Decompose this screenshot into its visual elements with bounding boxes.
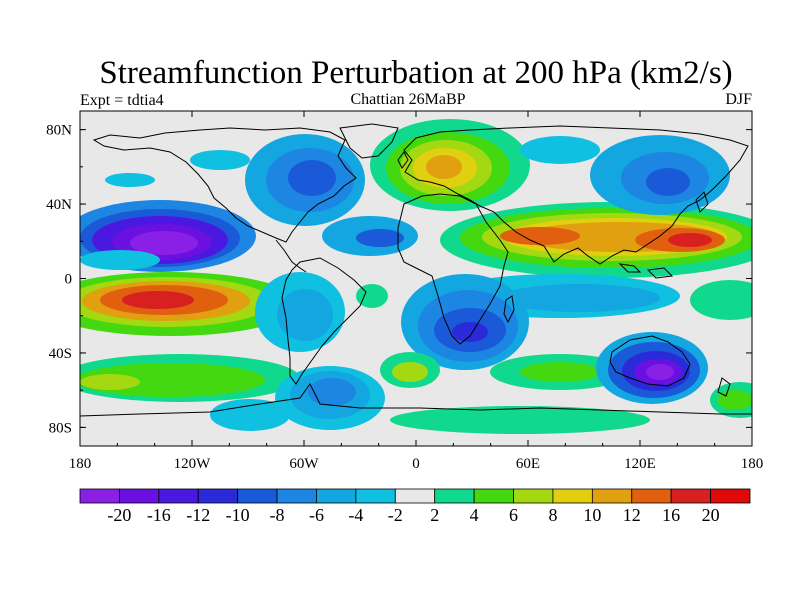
colorbar-swatch	[394, 488, 436, 504]
lon-tick-label: 120E	[624, 456, 656, 472]
colorbar-swatch	[473, 488, 514, 504]
southeast-asia-islands	[618, 263, 674, 279]
colorbar-label: -10	[226, 505, 250, 525]
lon-tick-label: 60E	[516, 456, 540, 472]
colorbar-label: -16	[147, 505, 171, 525]
colorbar-label: 8	[548, 505, 557, 525]
lat-tick-label: 80S	[49, 420, 72, 436]
period-label: Chattian 26MaBP	[350, 91, 465, 108]
colorbar-swatch	[197, 488, 239, 504]
japan-coast	[695, 191, 709, 213]
colorbar-label: -2	[388, 505, 403, 525]
latitude-axis: 80N 40N 0 40S 80S	[46, 123, 752, 436]
siberia-low	[520, 136, 600, 164]
colorbar-label: -6	[309, 505, 324, 525]
lat-tick-label: 40N	[46, 197, 72, 213]
colorbar-label: -4	[348, 505, 363, 525]
lat-tick-label: 80N	[46, 123, 72, 139]
southern-africa-low	[401, 274, 529, 370]
lon-tick-label: 180	[69, 456, 92, 472]
colorbar-label: 4	[470, 505, 479, 525]
colorbar: -20 -16 -12 -10 -8 -6 -4 -2 2 4 6 8 10 12 16 20	[79, 488, 751, 525]
drake-passage-low	[210, 399, 290, 431]
madagascar-coast	[503, 295, 515, 324]
north-america-coast	[92, 127, 357, 243]
colorbar-swatch	[316, 488, 357, 504]
alaska-low	[190, 150, 250, 170]
southeast-pacific-high	[80, 354, 300, 402]
lat-tick-label: 40S	[49, 346, 72, 362]
map-title: Streamfunction Perturbation at 200 hPa (…	[99, 55, 732, 91]
coastlines	[80, 123, 752, 417]
africa-coast	[397, 193, 509, 345]
colorbar-swatch	[552, 488, 593, 504]
central-america-coast	[275, 239, 307, 273]
lon-tick-label: 0	[412, 456, 420, 472]
colorbar-swatch	[670, 488, 711, 504]
colorbar-swatch	[513, 488, 554, 504]
new-zealand-coast	[717, 377, 731, 397]
eurasia-coast	[403, 125, 749, 265]
southern-ocean-high	[390, 406, 650, 434]
colorbar-label: 12	[623, 505, 641, 525]
aleutian-low	[105, 173, 155, 187]
antarctica-coast	[80, 383, 752, 417]
colorbar-label: -20	[107, 505, 131, 525]
colorbar-label: 16	[662, 505, 680, 525]
europe-high	[370, 119, 530, 211]
british-isles-coast	[397, 151, 409, 169]
longitude-axis: 180 120W 60W 0 60E 120E 180	[69, 111, 764, 472]
eurasian-high-belt	[440, 202, 752, 278]
colorbar-label: 10	[583, 505, 601, 525]
colorbar-swatch	[119, 488, 160, 504]
colorbar-label: -8	[270, 505, 285, 525]
colorbar-label: 20	[702, 505, 720, 525]
colorbar-swatch	[158, 488, 199, 504]
colorbar-swatch	[631, 488, 672, 504]
south-atlantic-high	[380, 352, 440, 388]
season-label: DJF	[725, 91, 752, 108]
australia-coast	[609, 335, 691, 387]
colorbar-label: -12	[186, 505, 210, 525]
lon-tick-label: 60W	[289, 456, 319, 472]
colorbar-swatch	[276, 488, 317, 504]
northeast-asia-low	[590, 135, 730, 215]
experiment-label: Expt = tdtia4	[80, 92, 164, 109]
colorbar-swatch	[237, 488, 278, 504]
colorbar-swatch	[591, 488, 633, 504]
south-pacific-high	[80, 272, 300, 336]
contour-fields	[80, 119, 752, 434]
australia-low	[596, 332, 708, 404]
greenland-coast	[339, 123, 399, 159]
lon-tick-label: 180	[741, 456, 764, 472]
colorbar-label: 6	[509, 505, 518, 525]
colorbar-label: 2	[430, 505, 439, 525]
colorbar-swatch	[434, 488, 475, 504]
lon-tick-label: 120W	[174, 456, 212, 472]
colorbar-swatch	[710, 488, 751, 504]
southeast-atlantic-low	[275, 366, 385, 430]
north-america-low	[245, 134, 365, 226]
colorbar-swatch	[79, 488, 120, 504]
west-pacific-high	[690, 280, 752, 320]
south-america-coast	[281, 257, 367, 385]
lat-tick-label: 0	[65, 272, 73, 288]
colorbar-swatch	[355, 488, 396, 504]
